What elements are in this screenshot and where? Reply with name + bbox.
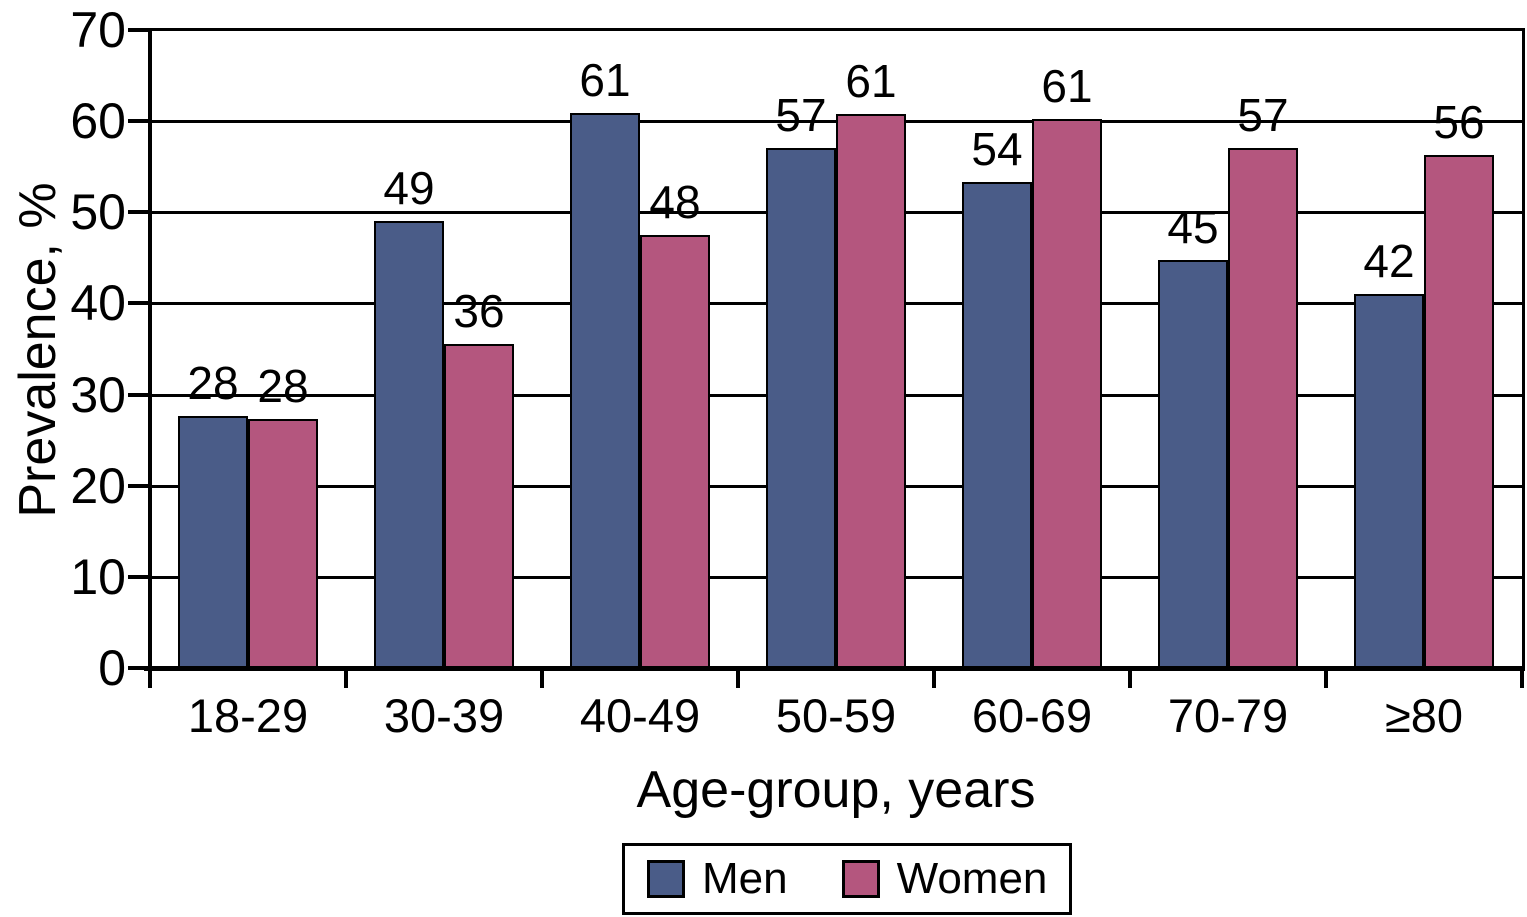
legend-swatch-women xyxy=(841,860,880,898)
bar-women-70-79 xyxy=(1228,148,1298,668)
bar-men-50-59 xyxy=(766,148,836,668)
y-tick-label-60: 60 xyxy=(70,93,126,149)
y-tick-10 xyxy=(128,575,150,579)
y-tick-50 xyxy=(128,210,150,214)
bar-label-men-ge80: 42 xyxy=(1363,235,1415,287)
x-tick-6 xyxy=(1324,668,1328,688)
y-tick-label-0: 0 xyxy=(98,640,126,696)
bar-label-women-60-69: 61 xyxy=(1041,60,1093,112)
bar-label-men-60-69: 54 xyxy=(971,123,1023,175)
y-tick-label-50: 50 xyxy=(70,184,126,240)
bar-men-70-79 xyxy=(1158,260,1228,668)
x-tick-7 xyxy=(1520,668,1524,688)
bar-women-50-59 xyxy=(836,114,906,668)
y-tick-30 xyxy=(128,393,150,397)
legend-label-women: Women xyxy=(896,854,1048,903)
x-label-30-39: 30-39 xyxy=(383,689,505,742)
x-tick-2 xyxy=(540,668,544,688)
x-tick-1 xyxy=(344,668,348,688)
legend-item-men: Men xyxy=(647,857,788,901)
y-tick-label-40: 40 xyxy=(70,275,126,331)
bar-women-60-69 xyxy=(1032,119,1102,668)
bar-women-ge80 xyxy=(1424,155,1494,668)
y-tick-label-70: 70 xyxy=(70,2,126,58)
x-tick-4 xyxy=(932,668,936,688)
y-tick-label-20: 20 xyxy=(70,458,126,514)
x-tick-5 xyxy=(1128,668,1132,688)
legend: Men Women xyxy=(622,843,1073,915)
bar-label-women-ge80: 56 xyxy=(1433,96,1485,148)
bar-label-women-18-29: 28 xyxy=(257,360,309,412)
x-axis-title: Age-group, years xyxy=(636,761,1036,819)
x-tick-3 xyxy=(736,668,740,688)
bar-label-women-40-49: 48 xyxy=(649,176,701,228)
bar-label-men-70-79: 45 xyxy=(1167,201,1219,253)
bar-women-40-49 xyxy=(640,235,710,668)
x-label-18-29: 18-29 xyxy=(187,689,309,742)
y-axis-line xyxy=(148,28,152,671)
bar-men-60-69 xyxy=(962,182,1032,668)
y-tick-60 xyxy=(128,119,150,123)
bar-women-30-39 xyxy=(444,344,514,668)
x-label-ge80: ≥80 xyxy=(1384,689,1464,742)
x-label-60-69: 60-69 xyxy=(971,689,1093,742)
y-tick-70 xyxy=(128,28,150,32)
bar-label-women-30-39: 36 xyxy=(453,285,505,337)
legend-label-men: Men xyxy=(702,854,788,903)
bar-label-men-18-29: 28 xyxy=(187,357,239,409)
y-axis-title: Prevalence, % xyxy=(9,182,67,518)
y-tick-0 xyxy=(128,666,150,670)
x-label-40-49: 40-49 xyxy=(579,689,701,742)
bar-men-40-49 xyxy=(570,113,640,668)
y-tick-40 xyxy=(128,301,150,305)
bar-label-men-40-49: 61 xyxy=(579,54,631,106)
bar-women-18-29 xyxy=(248,419,318,668)
y-tick-label-30: 30 xyxy=(70,367,126,423)
bar-men-18-29 xyxy=(178,416,248,668)
bar-label-men-50-59: 57 xyxy=(775,89,827,141)
bar-men-ge80 xyxy=(1354,294,1424,668)
bar-label-women-50-59: 61 xyxy=(845,55,897,107)
x-tick-0 xyxy=(148,668,152,688)
plot-top-border xyxy=(150,28,1525,31)
plot-right-border xyxy=(1522,28,1525,671)
bar-label-men-30-39: 49 xyxy=(383,162,435,214)
x-label-70-79: 70-79 xyxy=(1167,689,1289,742)
y-tick-20 xyxy=(128,484,150,488)
x-label-50-59: 50-59 xyxy=(775,689,897,742)
y-tick-label-10: 10 xyxy=(70,549,126,605)
bar-label-women-70-79: 57 xyxy=(1237,89,1289,141)
bar-men-30-39 xyxy=(374,221,444,668)
legend-item-women: Women xyxy=(841,854,1048,903)
legend-swatch-men xyxy=(647,860,685,898)
x-axis-line xyxy=(144,666,1525,671)
